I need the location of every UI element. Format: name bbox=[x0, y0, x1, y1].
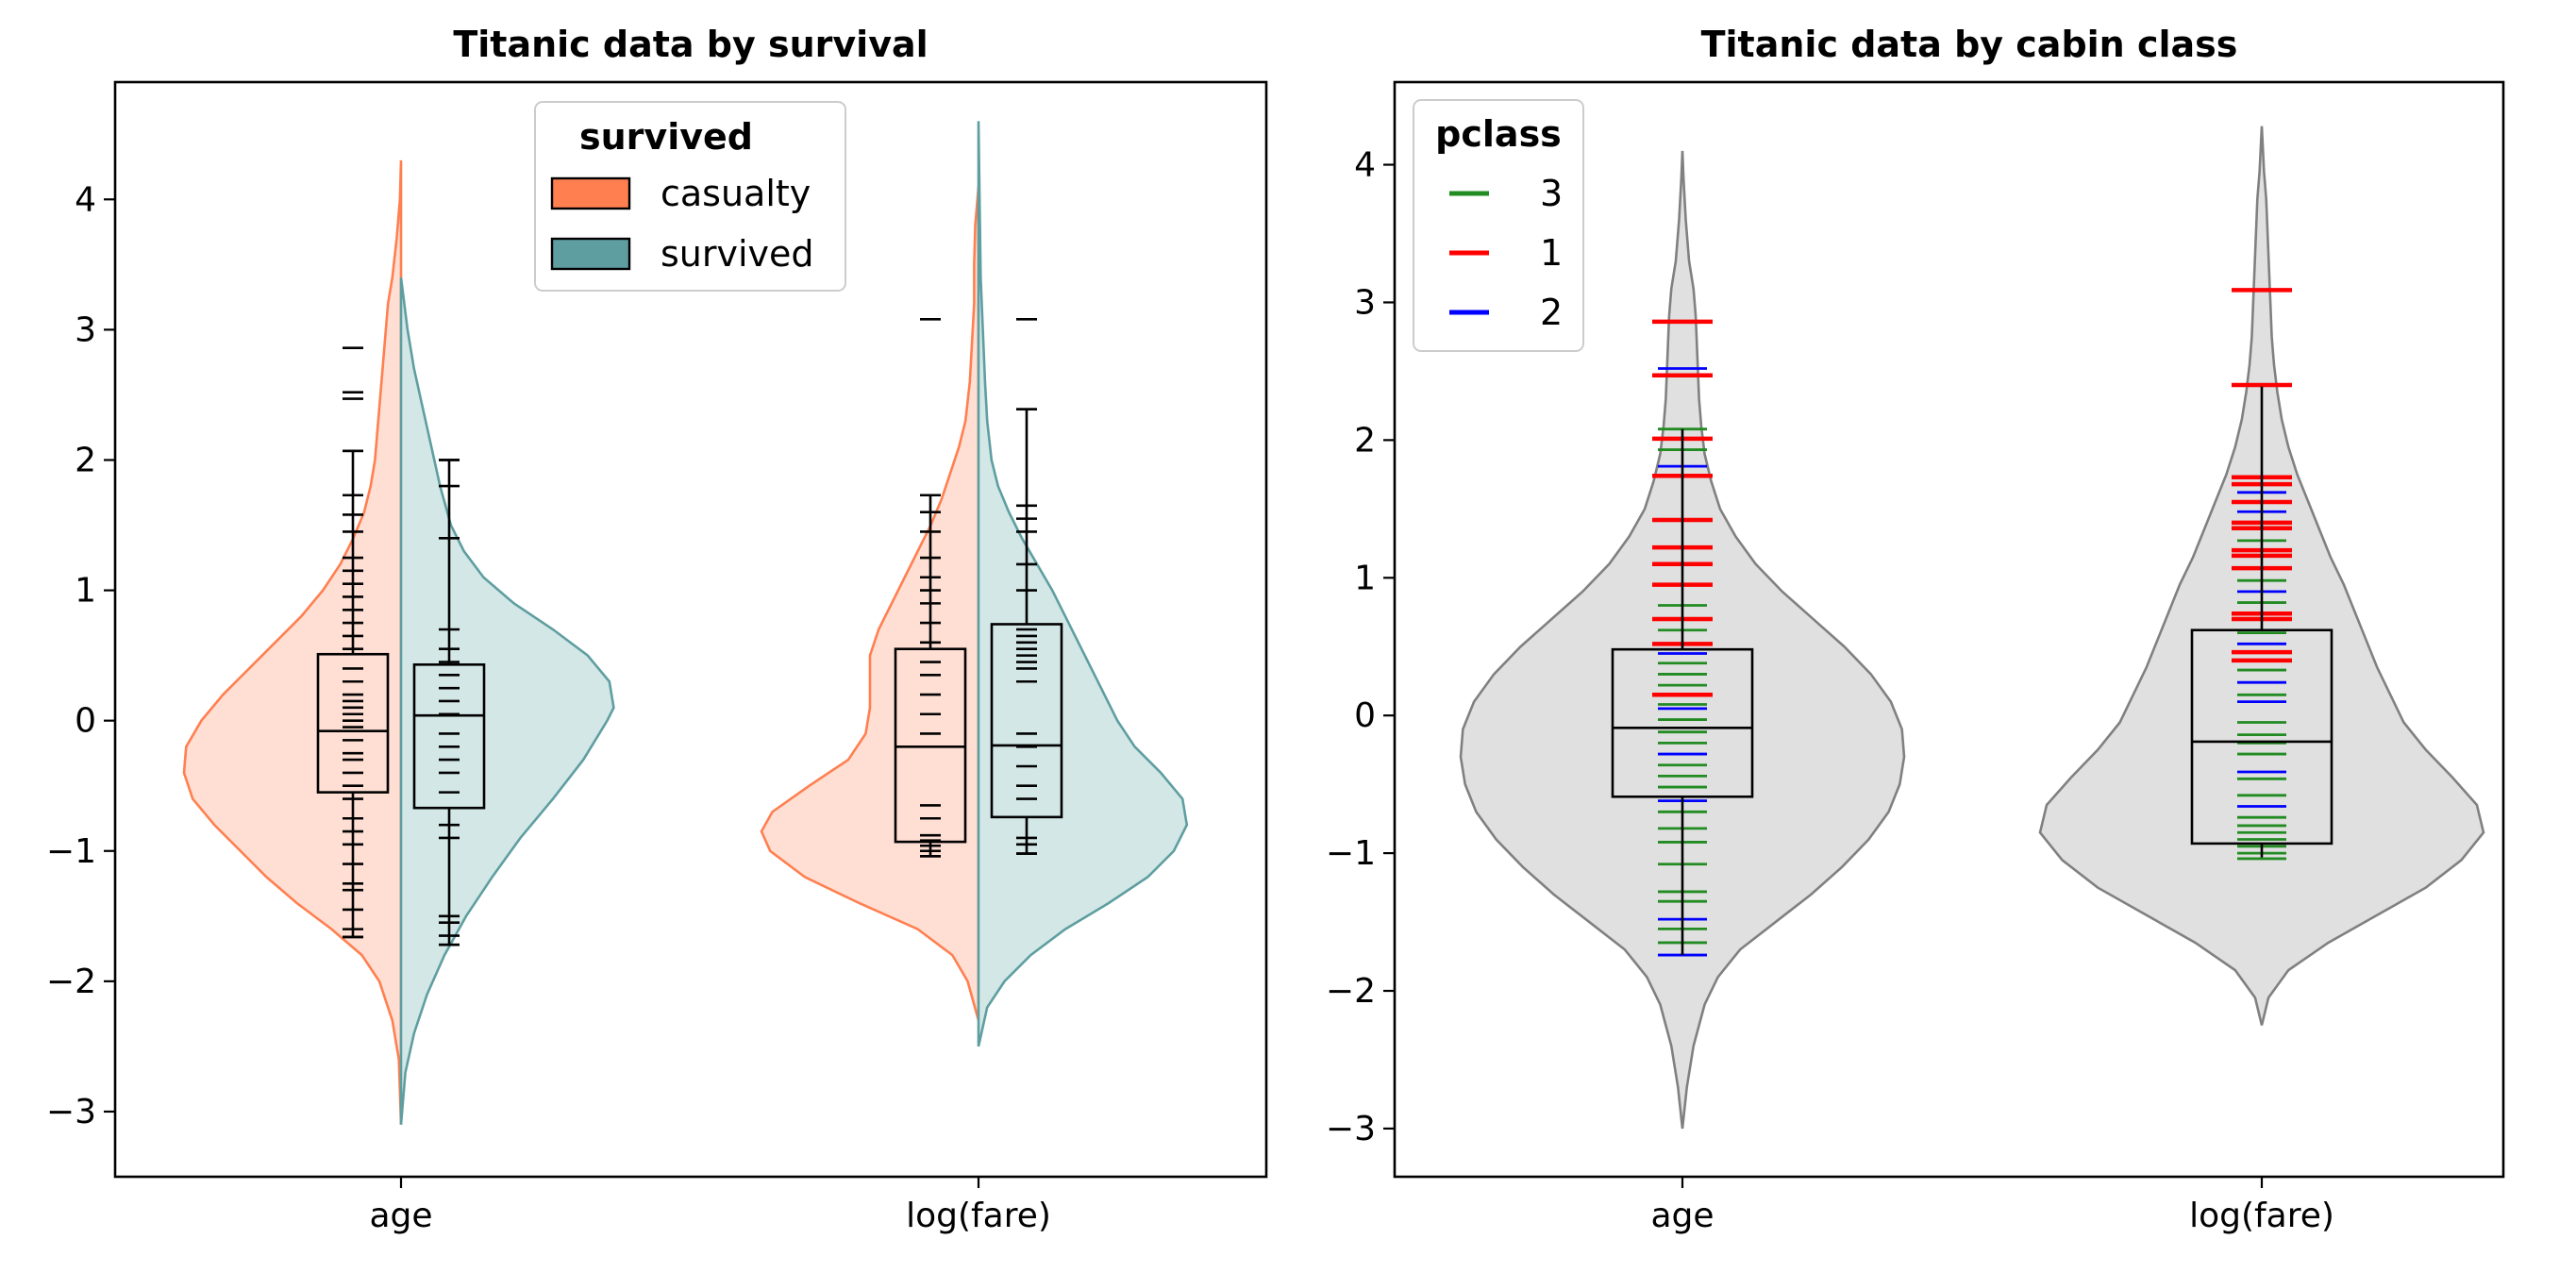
y-tick-label: −2 bbox=[46, 963, 96, 1001]
x-axis-survival: age log(fare) bbox=[369, 1177, 1051, 1235]
y-tick-label: 2 bbox=[75, 441, 96, 479]
violin-casualty-log-fare bbox=[760, 186, 980, 1021]
casualty-age-boxplot bbox=[316, 346, 390, 939]
violin-survived-log-fare bbox=[977, 121, 1189, 1047]
y-tick-label: −1 bbox=[46, 832, 96, 871]
y-tick-label: 1 bbox=[75, 572, 96, 611]
y-tick-label: 0 bbox=[75, 702, 96, 741]
legend-label-class-2: 2 bbox=[1540, 292, 1563, 333]
y-tick-label: −3 bbox=[1326, 1110, 1376, 1148]
legend-label-class-3: 3 bbox=[1540, 173, 1563, 214]
age-box bbox=[1611, 647, 1754, 798]
legend-title: pclass bbox=[1435, 113, 1562, 155]
class-ticks bbox=[1652, 288, 2292, 957]
legend-label-casualty: casualty bbox=[661, 173, 811, 214]
survived-age-boxplot bbox=[412, 459, 486, 946]
y-tick-label: 4 bbox=[1354, 146, 1376, 185]
y-tick-label: −2 bbox=[1326, 972, 1376, 1011]
y-tick-label: −1 bbox=[1326, 834, 1376, 873]
y-axis-survival: −3 −2 −1 0 1 2 3 4 bbox=[46, 180, 115, 1131]
panel-survival: Titanic data by survival −3 −2 −1 0 1 2 3 4 age… bbox=[46, 24, 1268, 1235]
violins-cabin-class bbox=[1459, 126, 2485, 1130]
x-tick-label-log-fare: log(fare) bbox=[906, 1197, 1051, 1235]
x-tick-label-age: age bbox=[1650, 1197, 1714, 1235]
y-axis-cabin-class: −3 −2 −1 0 1 2 3 4 bbox=[1326, 146, 1395, 1148]
x-axis-cabin-class: age log(fare) bbox=[1650, 1177, 2334, 1235]
y-tick-label: −3 bbox=[46, 1093, 96, 1131]
survived-log-fare-box bbox=[990, 623, 1063, 819]
survived-age-box bbox=[412, 662, 486, 810]
x-tick-label-log-fare: log(fare) bbox=[2189, 1197, 2334, 1235]
violin-survived-age bbox=[399, 276, 615, 1125]
y-tick-label: 3 bbox=[75, 310, 96, 349]
legend-swatch-casualty bbox=[550, 176, 631, 210]
x-tick-label-age: age bbox=[369, 1197, 432, 1235]
chart-title-cabin-class: Titanic data by cabin class bbox=[1701, 24, 2238, 65]
chart-title-survival: Titanic data by survival bbox=[453, 24, 928, 65]
legend-label-class-1: 1 bbox=[1540, 232, 1563, 274]
legend-box bbox=[1413, 99, 1584, 352]
casualty-log-fare-boxplot bbox=[894, 318, 967, 858]
violin-casualty-age bbox=[182, 159, 403, 1125]
y-tick-label: 1 bbox=[1354, 559, 1376, 597]
axes-frame-survival bbox=[113, 80, 1268, 1179]
log-fare-boxplot bbox=[2190, 386, 2333, 858]
age-boxplot bbox=[1611, 428, 1754, 956]
boxes-cabin-class bbox=[1611, 386, 2333, 956]
survived-log-fare-boxplot bbox=[990, 318, 1063, 855]
casualty-age-box bbox=[316, 652, 390, 794]
log-fare-box bbox=[2190, 628, 2333, 846]
legend-swatch-survived bbox=[550, 237, 631, 271]
legend-survived: survived casualty survived bbox=[534, 101, 846, 292]
legend-title: survived bbox=[579, 116, 753, 158]
y-tick-label: 3 bbox=[1354, 283, 1376, 322]
panel-cabin-class: Titanic data by cabin class −3−2−101234 … bbox=[1326, 24, 2505, 1235]
y-tick-label: 2 bbox=[1354, 421, 1376, 460]
y-tick-label: 4 bbox=[75, 180, 96, 219]
legend-pclass: pclass 3 1 2 bbox=[1413, 99, 1584, 352]
axes-frame-cabin-class bbox=[1393, 80, 2505, 1179]
casualty-log-fare-box bbox=[894, 647, 967, 844]
y-tick-label: 0 bbox=[1354, 696, 1376, 735]
legend-label-survived: survived bbox=[661, 233, 814, 275]
boxes-survival bbox=[316, 318, 1063, 946]
